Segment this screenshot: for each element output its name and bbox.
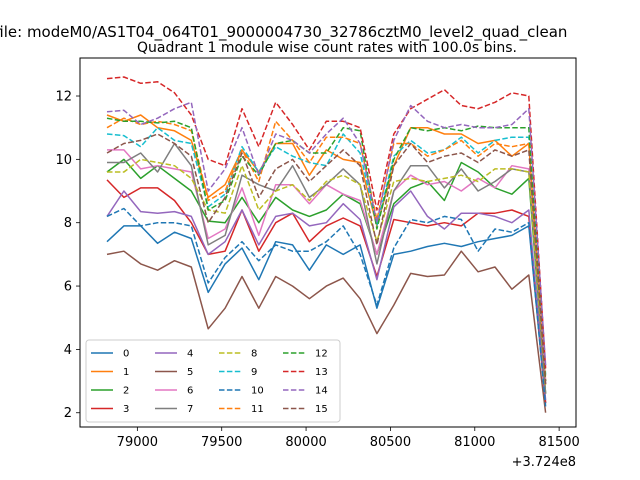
x-tick-label: 80500: [370, 435, 411, 450]
x-tick-label: 81000: [454, 435, 495, 450]
y-tick-label: 8: [64, 216, 72, 231]
series-line-0: [106, 225, 547, 404]
legend-label-0: 0: [123, 349, 129, 360]
legend-label-11: 11: [251, 404, 264, 415]
legend-label-3: 3: [123, 404, 129, 415]
series-line-15: [106, 133, 547, 385]
y-tick-label: 4: [64, 343, 72, 358]
y-tick-label: 6: [64, 280, 72, 295]
x-tick-label: 79500: [201, 435, 242, 450]
legend-label-13: 13: [315, 367, 328, 378]
legend-label-1: 1: [123, 367, 129, 378]
legend-label-4: 4: [187, 349, 193, 360]
series-line-2: [106, 158, 547, 394]
series-line-1: [106, 114, 547, 382]
x-tick-label: 80000: [285, 435, 326, 450]
legend-label-5: 5: [187, 367, 193, 378]
legend-box: [85, 339, 341, 423]
legend-label-6: 6: [187, 386, 193, 397]
series-line-8: [107, 158, 547, 388]
legend-label-9: 9: [251, 367, 257, 378]
legend-label-10: 10: [251, 386, 264, 397]
legend-label-8: 8: [251, 349, 257, 360]
x-offset-label: +3.724e8: [512, 455, 576, 470]
series-line-10: [106, 207, 547, 407]
legend-label-7: 7: [187, 404, 193, 415]
legend-label-15: 15: [315, 404, 328, 415]
series-line-5: [106, 250, 547, 413]
legend-label-14: 14: [315, 386, 328, 397]
series-line-7: [107, 142, 547, 394]
series-line-4: [106, 190, 547, 401]
y-tick-label: 12: [55, 90, 72, 105]
series-line-11: [106, 117, 547, 378]
plot-lines: [106, 76, 547, 413]
plot-frame: [79, 57, 577, 428]
x-tick-label: 79000: [117, 435, 158, 450]
y-tick-label: 2: [64, 406, 72, 421]
series-line-12: [106, 117, 547, 382]
legend-label-12: 12: [315, 349, 328, 360]
chart-title: Quadrant 1 module wise count rates with …: [137, 40, 517, 56]
x-tick-label: 81500: [538, 435, 579, 450]
y-tick-label: 10: [55, 153, 72, 168]
series-line-14: [106, 101, 547, 366]
series-line-9: [106, 126, 547, 375]
legend-label-2: 2: [123, 386, 129, 397]
figure-suptitle: n file: modeM0/AS1T04_064T01_9000004730_…: [0, 23, 567, 42]
series-line-13: [106, 76, 547, 369]
series-line-3: [106, 179, 547, 404]
